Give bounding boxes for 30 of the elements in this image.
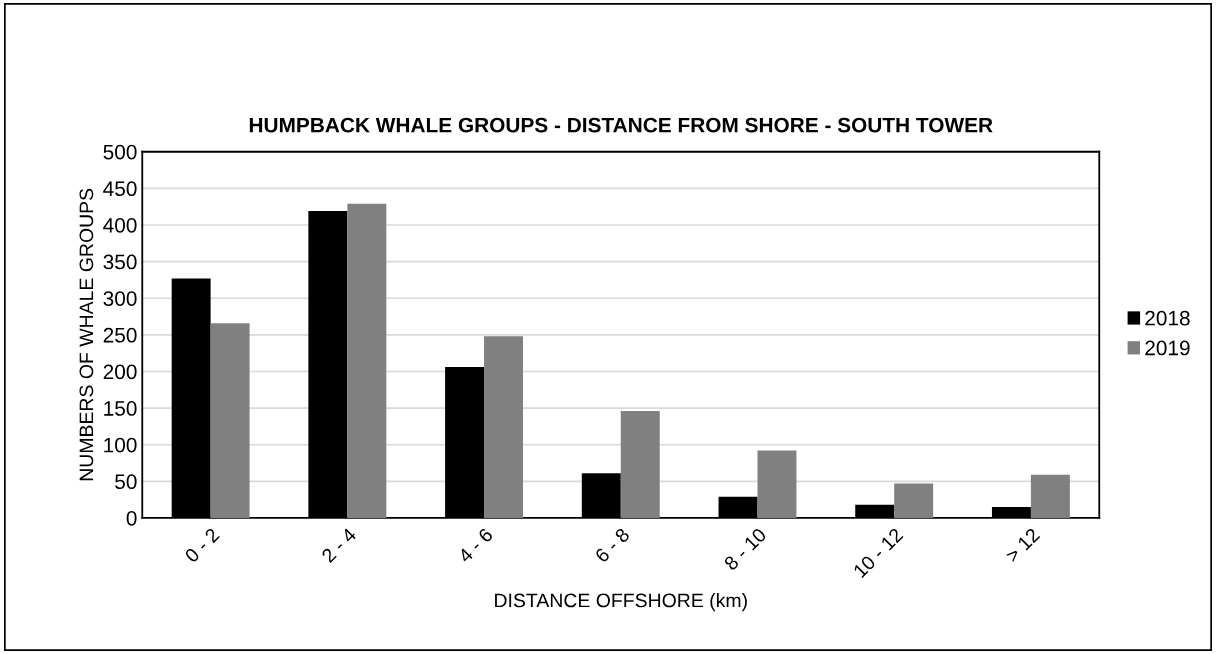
y-tick-label: 150 [104,401,137,416]
y-tick-label: 400 [103,217,137,233]
x-tick-label: 4 - 6 [457,527,494,564]
bar [347,203,387,518]
y-tick-label: 300 [103,291,137,306]
bar [484,336,524,518]
y-tick-label: 250 [103,327,137,343]
y-tick-label: 450 [103,181,137,197]
bar [1030,474,1070,518]
bar [620,411,660,518]
x-tick-label: 2 - 4 [320,527,357,564]
x-axis-title: DISTANCE OFFSHORE (km) [495,593,747,612]
bar [894,483,934,518]
y-tick-label: 100 [104,437,137,453]
y-tick-label: 500 [103,144,137,160]
y-tick-label: 200 [103,364,137,380]
legend-label: 2019 [1145,340,1190,356]
x-tick-label: 10 - 12 [852,527,904,579]
chart-title: HUMPBACK WHALE GROUPS - DISTANCE FROM SHORE - SOUTH TOWER [249,117,993,133]
bar [757,450,797,518]
x-tick-label: 0 - 2 [184,527,221,564]
x-tick-label: > 12 [1004,527,1041,563]
y-tick-label: 0 [126,510,137,526]
y-axis-title: NUMBERS OF WHALE GROUPS [79,188,94,481]
y-tick-label: 50 [115,474,137,490]
y-tick-label: 350 [103,254,137,270]
bar [210,323,250,518]
x-tick-label: 6 - 8 [594,527,631,564]
x-tick-label: 8 - 10 [723,527,768,571]
legend-label: 2018 [1145,310,1190,326]
